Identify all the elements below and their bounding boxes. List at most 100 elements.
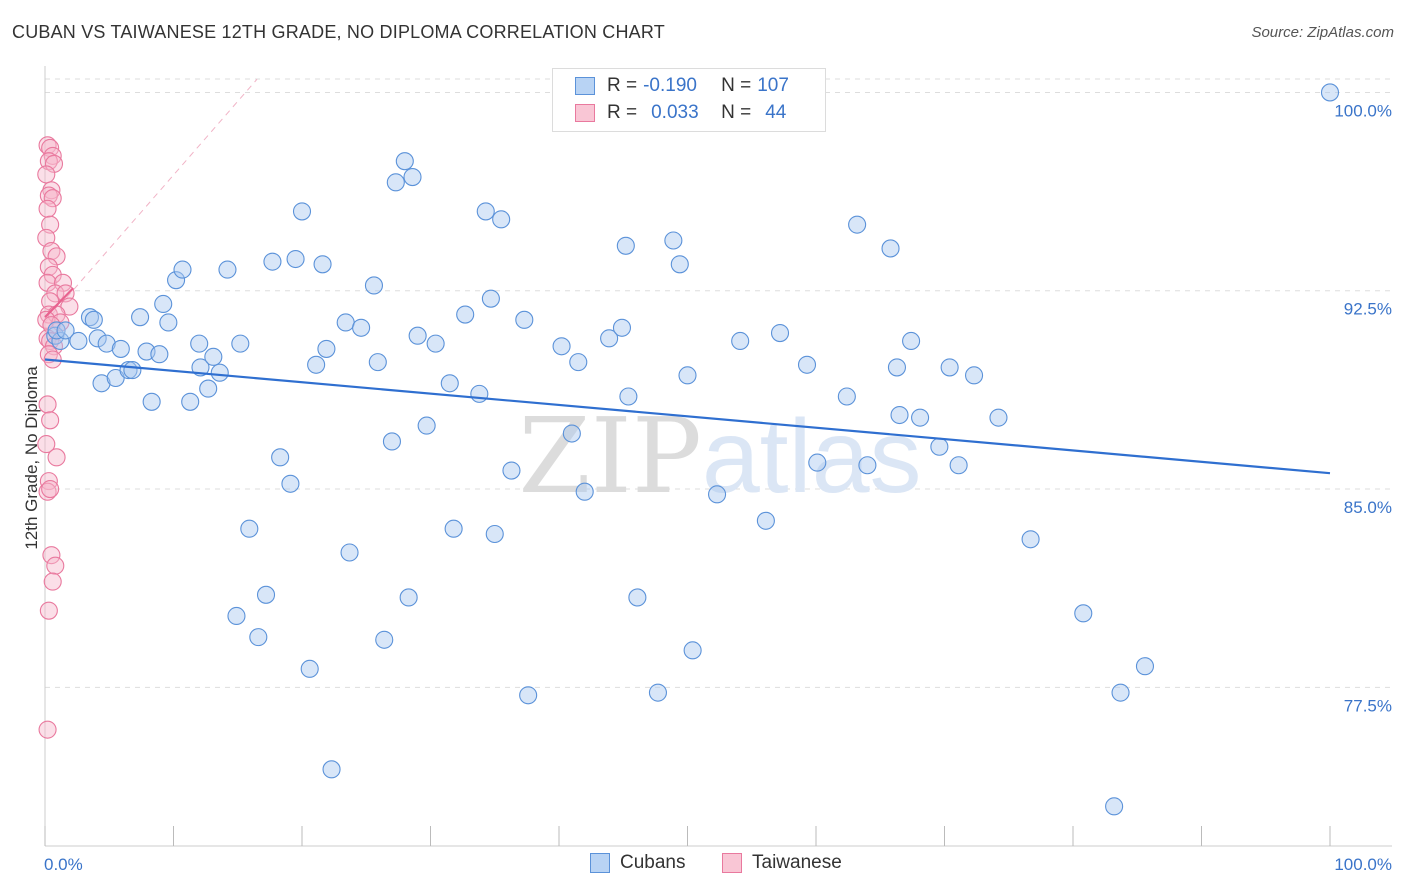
cubans-point bbox=[440, 374, 459, 393]
cubans-point bbox=[989, 408, 1008, 427]
legend-cubans-label: Cubans bbox=[620, 852, 686, 873]
cubans-point bbox=[1135, 657, 1155, 676]
cubans-point bbox=[340, 543, 359, 562]
taiwanese-point bbox=[47, 448, 66, 467]
cubans-point bbox=[808, 453, 827, 472]
cubans-point bbox=[263, 252, 282, 271]
taiwanese-point bbox=[38, 199, 57, 218]
stats-legend: R = -0.190 N = 107 R = 0.033 N = 44 bbox=[552, 68, 826, 132]
taiwanese-point bbox=[42, 242, 61, 261]
chart-title: CUBAN VS TAIWANESE 12TH GRADE, NO DIPLOM… bbox=[12, 22, 665, 42]
cubans-point bbox=[69, 331, 88, 351]
cubans-point bbox=[940, 358, 959, 377]
cubans-point bbox=[399, 588, 418, 607]
legend-r-label: R = bbox=[607, 75, 638, 96]
cubans-point bbox=[708, 485, 727, 504]
cubans-point bbox=[240, 519, 259, 538]
cubans-point bbox=[368, 353, 387, 372]
taiwanese-point bbox=[43, 572, 62, 591]
cubans-point bbox=[88, 329, 107, 348]
cubans-point bbox=[271, 448, 290, 467]
cubans-point bbox=[678, 366, 697, 385]
cubans-point bbox=[552, 337, 571, 356]
cubans-point bbox=[485, 524, 504, 544]
cubans-point bbox=[848, 215, 867, 234]
trend-lines bbox=[44, 287, 1331, 475]
cubans-point bbox=[664, 231, 683, 250]
taiwanese-point bbox=[38, 395, 57, 414]
grid-layer bbox=[44, 78, 1392, 688]
cubans-point bbox=[426, 334, 445, 353]
cubans-point bbox=[515, 310, 534, 329]
cubans-point bbox=[395, 152, 414, 171]
cubans-point bbox=[612, 318, 632, 337]
taiwanese-point bbox=[39, 601, 58, 620]
cubans-point bbox=[756, 511, 775, 530]
chart-source: Source: ZipAtlas.com bbox=[1251, 24, 1394, 41]
cubans-point bbox=[154, 294, 173, 314]
cubans-point bbox=[600, 329, 619, 348]
cubans-point bbox=[313, 255, 332, 274]
cubans-point bbox=[616, 236, 635, 255]
y-tick-label: 77.5% bbox=[1344, 696, 1392, 715]
cubans-point bbox=[84, 310, 103, 329]
cubans-point bbox=[131, 308, 150, 327]
legend-item-taiwanese[interactable]: Taiwanese bbox=[722, 852, 842, 874]
legend-taiwanese-label: Taiwanese bbox=[752, 852, 842, 873]
legend-r-value: -0.190 bbox=[643, 75, 697, 96]
cubans-point bbox=[204, 347, 223, 366]
cubans-point bbox=[949, 456, 968, 475]
cubans-point bbox=[837, 387, 856, 406]
cubans-point bbox=[92, 374, 111, 393]
cubans-point bbox=[881, 239, 900, 258]
cubans-point bbox=[167, 271, 186, 290]
cubans-point bbox=[97, 334, 116, 353]
cubans-point bbox=[190, 334, 209, 353]
cubans-point bbox=[286, 249, 305, 269]
taiwanese-point bbox=[38, 720, 57, 739]
cubans-point bbox=[56, 321, 75, 340]
legend-item-cubans[interactable]: Cubans bbox=[590, 852, 686, 874]
cubans-point bbox=[173, 260, 192, 279]
cubans-legend-swatch bbox=[590, 853, 610, 873]
legend-row-cubans: R = -0.190 N = 107 bbox=[575, 73, 789, 99]
cubans-point bbox=[352, 318, 371, 337]
cubans-point bbox=[628, 588, 647, 607]
cubans-point bbox=[281, 474, 300, 493]
cubans-point bbox=[231, 334, 250, 353]
taiwanese-point bbox=[39, 152, 58, 171]
bottom-legend: Cubans Taiwanese bbox=[0, 852, 1406, 878]
cubans-point bbox=[1105, 797, 1124, 816]
watermark: ZIPatlas bbox=[518, 395, 921, 517]
cubans-point bbox=[902, 331, 921, 351]
cubans-point bbox=[562, 424, 581, 443]
cubans-point bbox=[210, 363, 229, 382]
y-tick-label: 92.5% bbox=[1344, 300, 1392, 319]
cubans-point bbox=[123, 361, 142, 380]
cubans-point bbox=[519, 686, 538, 705]
taiwanese-swatch bbox=[575, 104, 595, 122]
cubans-point bbox=[444, 519, 463, 538]
taiwanese-point bbox=[42, 546, 61, 565]
y-axis-label: 12th Grade, No Diploma bbox=[22, 366, 41, 550]
cubans-point bbox=[890, 405, 909, 425]
taiwanese-point bbox=[37, 435, 56, 454]
cubans-point bbox=[417, 416, 436, 435]
legend-r-label: R = bbox=[607, 102, 638, 123]
taiwanese-point bbox=[43, 189, 62, 208]
cubans-point bbox=[307, 355, 326, 374]
taiwanese-point bbox=[46, 556, 65, 575]
taiwanese-point bbox=[37, 165, 56, 184]
cubans-point bbox=[181, 392, 200, 411]
cubans-point bbox=[797, 355, 817, 374]
cubans-point bbox=[256, 585, 276, 604]
taiwanese-point bbox=[38, 482, 57, 501]
cubans-point bbox=[502, 461, 521, 480]
taiwanese-legend-swatch bbox=[722, 853, 742, 873]
cubans-point bbox=[218, 260, 237, 279]
y-tick-label: 85.0% bbox=[1344, 498, 1392, 517]
legend-n-value: 107 bbox=[757, 75, 789, 96]
reference-diagonal bbox=[44, 78, 258, 323]
tick-labels: 77.5% 85.0% 92.5% 100.0% 0.0% 100.0% bbox=[44, 101, 1392, 874]
x-tick-label-max: 100.0% bbox=[1334, 855, 1392, 874]
